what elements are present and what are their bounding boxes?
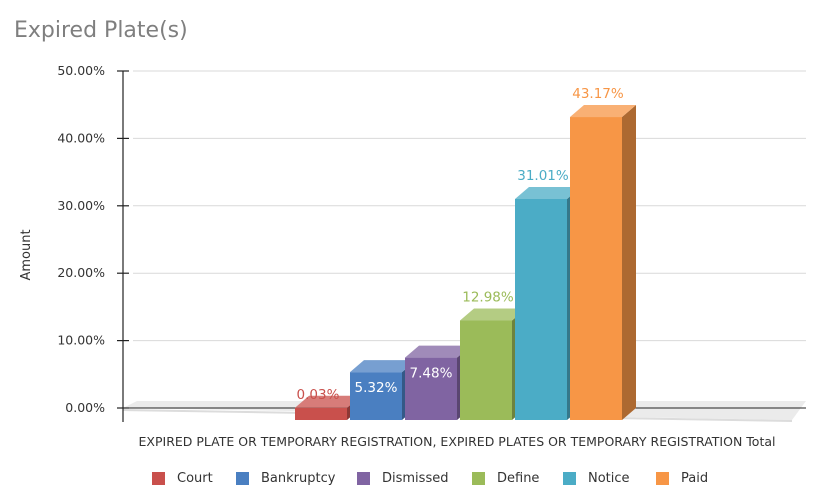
legend: Court Bankruptcy Dismissed Define Notice Paid (0, 466, 827, 490)
bar-front (405, 357, 457, 420)
legend-swatch (152, 471, 165, 485)
bar-paid (570, 105, 636, 420)
legend-swatch (563, 471, 576, 485)
data-label-notice: 31.01% (517, 168, 569, 184)
legend-item-define: Define (472, 466, 539, 490)
bar-front (515, 198, 567, 420)
bar-top (570, 105, 636, 118)
bar-front (295, 407, 347, 420)
data-label-dismissed: 7.48% (410, 366, 453, 382)
y-axis-label: Amount (19, 229, 34, 280)
legend-item-bankruptcy: Bankruptcy (236, 466, 335, 490)
y-tick-labels: 0.00% 10.00% 20.00% 30.00% 40.00% 50.00% (57, 63, 105, 415)
bar-top (295, 395, 361, 408)
legend-swatch (472, 471, 485, 485)
y-tick-label: 10.00% (57, 333, 105, 348)
bar-top (460, 308, 526, 321)
bar-front (570, 117, 622, 420)
bar-side (622, 105, 636, 420)
legend-label: Paid (681, 470, 709, 486)
bar-front (350, 372, 402, 420)
legend-label: Bankruptcy (261, 470, 336, 486)
data-label-paid: 43.17% (572, 86, 624, 102)
legend-label: Dismissed (382, 470, 449, 486)
y-tick-label: 20.00% (57, 265, 105, 280)
data-label-bankruptcy: 5.32% (355, 380, 398, 396)
legend-swatch (656, 471, 669, 485)
bar-top (405, 345, 471, 358)
y-tick-label: 50.00% (57, 63, 105, 78)
bar-front (460, 320, 512, 420)
y-tick-label: 40.00% (57, 130, 105, 145)
bar-top (350, 360, 416, 373)
legend-label: Court (177, 470, 213, 486)
legend-item-dismissed: Dismissed (357, 466, 448, 490)
bar-notice (515, 186, 581, 420)
legend-item-paid: Paid (656, 466, 708, 490)
legend-item-court: Court (152, 466, 213, 490)
bars (295, 105, 636, 420)
legend-label: Define (497, 470, 540, 486)
legend-item-notice: Notice (563, 466, 630, 490)
y-tick-label: 0.00% (65, 400, 105, 415)
y-tick-label: 30.00% (57, 198, 105, 213)
chart-title: Expired Plate(s) (14, 18, 188, 43)
data-labels: 0.03% 5.32% 7.48% 12.98% 31.01% 43.17% (297, 86, 624, 403)
legend-swatch (357, 471, 370, 485)
data-label-court: 0.03% (297, 387, 340, 403)
gridlines (133, 70, 806, 342)
data-label-define: 12.98% (462, 290, 514, 306)
legend-label: Notice (588, 470, 630, 486)
bar-top (515, 186, 581, 199)
x-category-label: EXPIRED PLATE OR TEMPORARY REGISTRATION,… (139, 434, 776, 449)
legend-swatch (236, 471, 249, 485)
